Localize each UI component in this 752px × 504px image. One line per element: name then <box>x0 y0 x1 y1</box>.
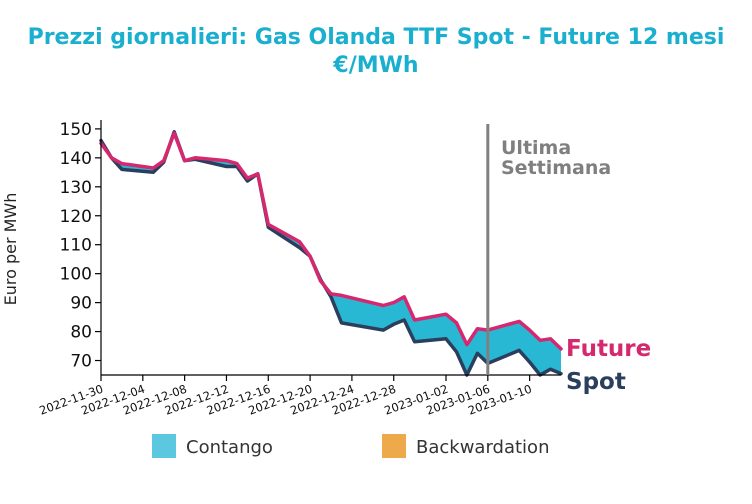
y-tick-label: 150 <box>60 120 92 140</box>
contango-area <box>101 131 561 375</box>
legend-swatch-contango <box>152 434 176 458</box>
y-axis-label: Euro per MWh <box>1 193 20 306</box>
chart-title-line1: Prezzi giornalieri: Gas Olanda TTF Spot … <box>27 25 725 50</box>
spot-series-label: Spot <box>566 369 626 395</box>
y-tick-label: 80 <box>70 323 92 343</box>
y-tick-label: 110 <box>60 236 92 256</box>
y-tick-label: 90 <box>70 294 92 314</box>
y-tick-label: 70 <box>70 352 92 372</box>
y-tick-label: 100 <box>60 265 92 285</box>
legend: Contango Backwardation <box>152 434 549 458</box>
future-series-line <box>99 131 563 351</box>
last-week-label-line1: Ultima <box>501 137 571 159</box>
legend-label-contango: Contango <box>186 437 273 458</box>
chart-title-line2: €/MWh <box>333 53 419 78</box>
y-tick-label: 140 <box>60 149 92 169</box>
y-tick-label: 130 <box>60 178 92 198</box>
legend-swatch-backwardation <box>382 434 406 458</box>
spread-area-group <box>101 131 561 375</box>
future-series-label: Future <box>566 336 651 362</box>
chart-title: Prezzi giornalieri: Gas Olanda TTF Spot … <box>0 24 752 80</box>
legend-label-backwardation: Backwardation <box>416 437 549 458</box>
last-week-label-line2: Settimana <box>501 157 611 179</box>
series-lines-group <box>99 130 563 377</box>
y-tick-label: 120 <box>60 207 92 227</box>
